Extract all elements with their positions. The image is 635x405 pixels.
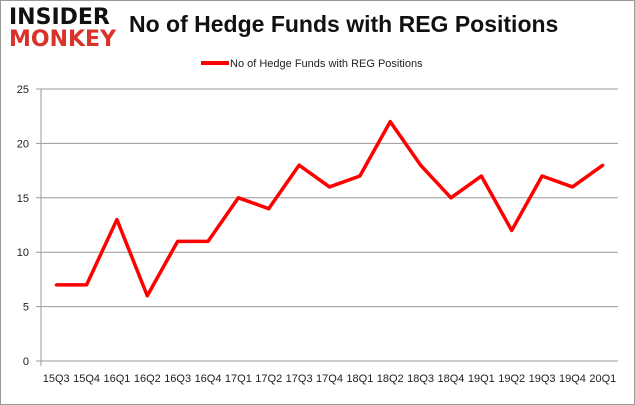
- data-point: [297, 163, 301, 167]
- data-point: [419, 163, 423, 167]
- x-tick-label: 18Q1: [346, 373, 373, 385]
- data-point: [540, 174, 544, 178]
- x-tick-label: 15Q4: [73, 373, 100, 385]
- data-point: [267, 207, 271, 211]
- x-tick-label: 16Q1: [103, 373, 130, 385]
- data-point: [570, 185, 574, 189]
- data-point: [115, 218, 119, 222]
- y-tick-label: 25: [17, 84, 29, 96]
- data-point: [176, 239, 180, 243]
- data-point: [479, 174, 483, 178]
- legend-label: No of Hedge Funds with REG Positions: [230, 58, 423, 70]
- logo-line1: INSIDER: [9, 5, 110, 30]
- data-point: [510, 228, 514, 232]
- x-tick-label: 16Q2: [134, 373, 161, 385]
- chart-title: No of Hedge Funds with REG Positions: [129, 11, 559, 37]
- x-tick-label: 20Q1: [589, 373, 616, 385]
- logo-line2: MONKEY: [9, 27, 117, 52]
- data-point: [145, 294, 149, 298]
- y-tick-label: 5: [23, 302, 29, 314]
- data-point: [328, 185, 331, 189]
- y-tick-label: 20: [17, 138, 29, 150]
- y-tick-label: 0: [23, 356, 29, 368]
- x-tick-label: 17Q1: [225, 373, 252, 385]
- insider-monkey-logo: INSIDER MONKEY: [9, 7, 116, 51]
- x-tick-label: 16Q4: [195, 373, 222, 385]
- data-point: [358, 174, 362, 178]
- data-point: [388, 120, 392, 124]
- x-tick-label: 17Q3: [286, 373, 313, 385]
- data-point: [54, 283, 58, 287]
- x-tick-label: 19Q3: [529, 373, 556, 385]
- data-point: [206, 239, 210, 243]
- data-point: [85, 283, 89, 287]
- data-point: [601, 163, 605, 167]
- x-tick-label: 18Q4: [438, 373, 465, 385]
- x-tick-label: 17Q2: [255, 373, 282, 385]
- y-tick-label: 15: [17, 193, 29, 205]
- x-tick-label: 18Q2: [377, 373, 404, 385]
- x-tick-label: 19Q4: [559, 373, 586, 385]
- x-tick-label: 19Q2: [498, 373, 525, 385]
- y-tick-label: 10: [17, 247, 29, 259]
- x-tick-label: 19Q1: [468, 373, 495, 385]
- x-tick-label: 16Q3: [164, 373, 191, 385]
- data-point: [236, 196, 240, 200]
- x-tick-label: 15Q3: [43, 373, 70, 385]
- x-tick-label: 18Q3: [407, 373, 434, 385]
- data-point: [449, 196, 453, 200]
- x-tick-label: 17Q4: [316, 373, 343, 385]
- series-line: [56, 119, 604, 298]
